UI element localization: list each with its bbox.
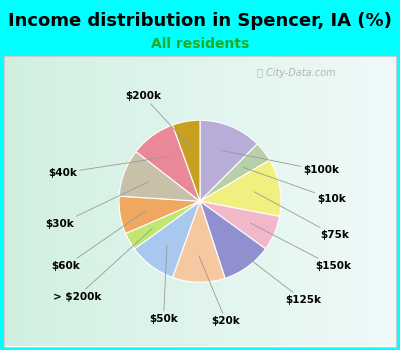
Text: Income distribution in Spencer, IA (%): Income distribution in Spencer, IA (%) [8,12,392,30]
Wedge shape [200,160,281,216]
Wedge shape [200,201,280,249]
Text: > $200k: > $200k [53,229,152,302]
Wedge shape [200,120,257,201]
Text: $200k: $200k [125,91,190,147]
Text: $10k: $10k [244,168,346,204]
Text: $20k: $20k [199,256,240,326]
Wedge shape [134,201,200,278]
Text: $40k: $40k [48,157,168,178]
Wedge shape [200,144,270,201]
Text: $50k: $50k [149,245,178,324]
Text: $125k: $125k [232,246,321,305]
Wedge shape [200,201,266,278]
Text: $150k: $150k [250,223,351,271]
Wedge shape [119,152,200,201]
Text: ⓘ City-Data.com: ⓘ City-Data.com [258,68,336,78]
Wedge shape [136,125,200,201]
Wedge shape [119,196,200,233]
Wedge shape [172,120,200,201]
Wedge shape [126,201,200,249]
Text: $75k: $75k [254,192,349,240]
Wedge shape [172,201,225,282]
Text: All residents: All residents [151,37,249,51]
Text: $30k: $30k [46,182,148,229]
Text: $100k: $100k [221,150,340,175]
Text: $60k: $60k [51,211,146,271]
